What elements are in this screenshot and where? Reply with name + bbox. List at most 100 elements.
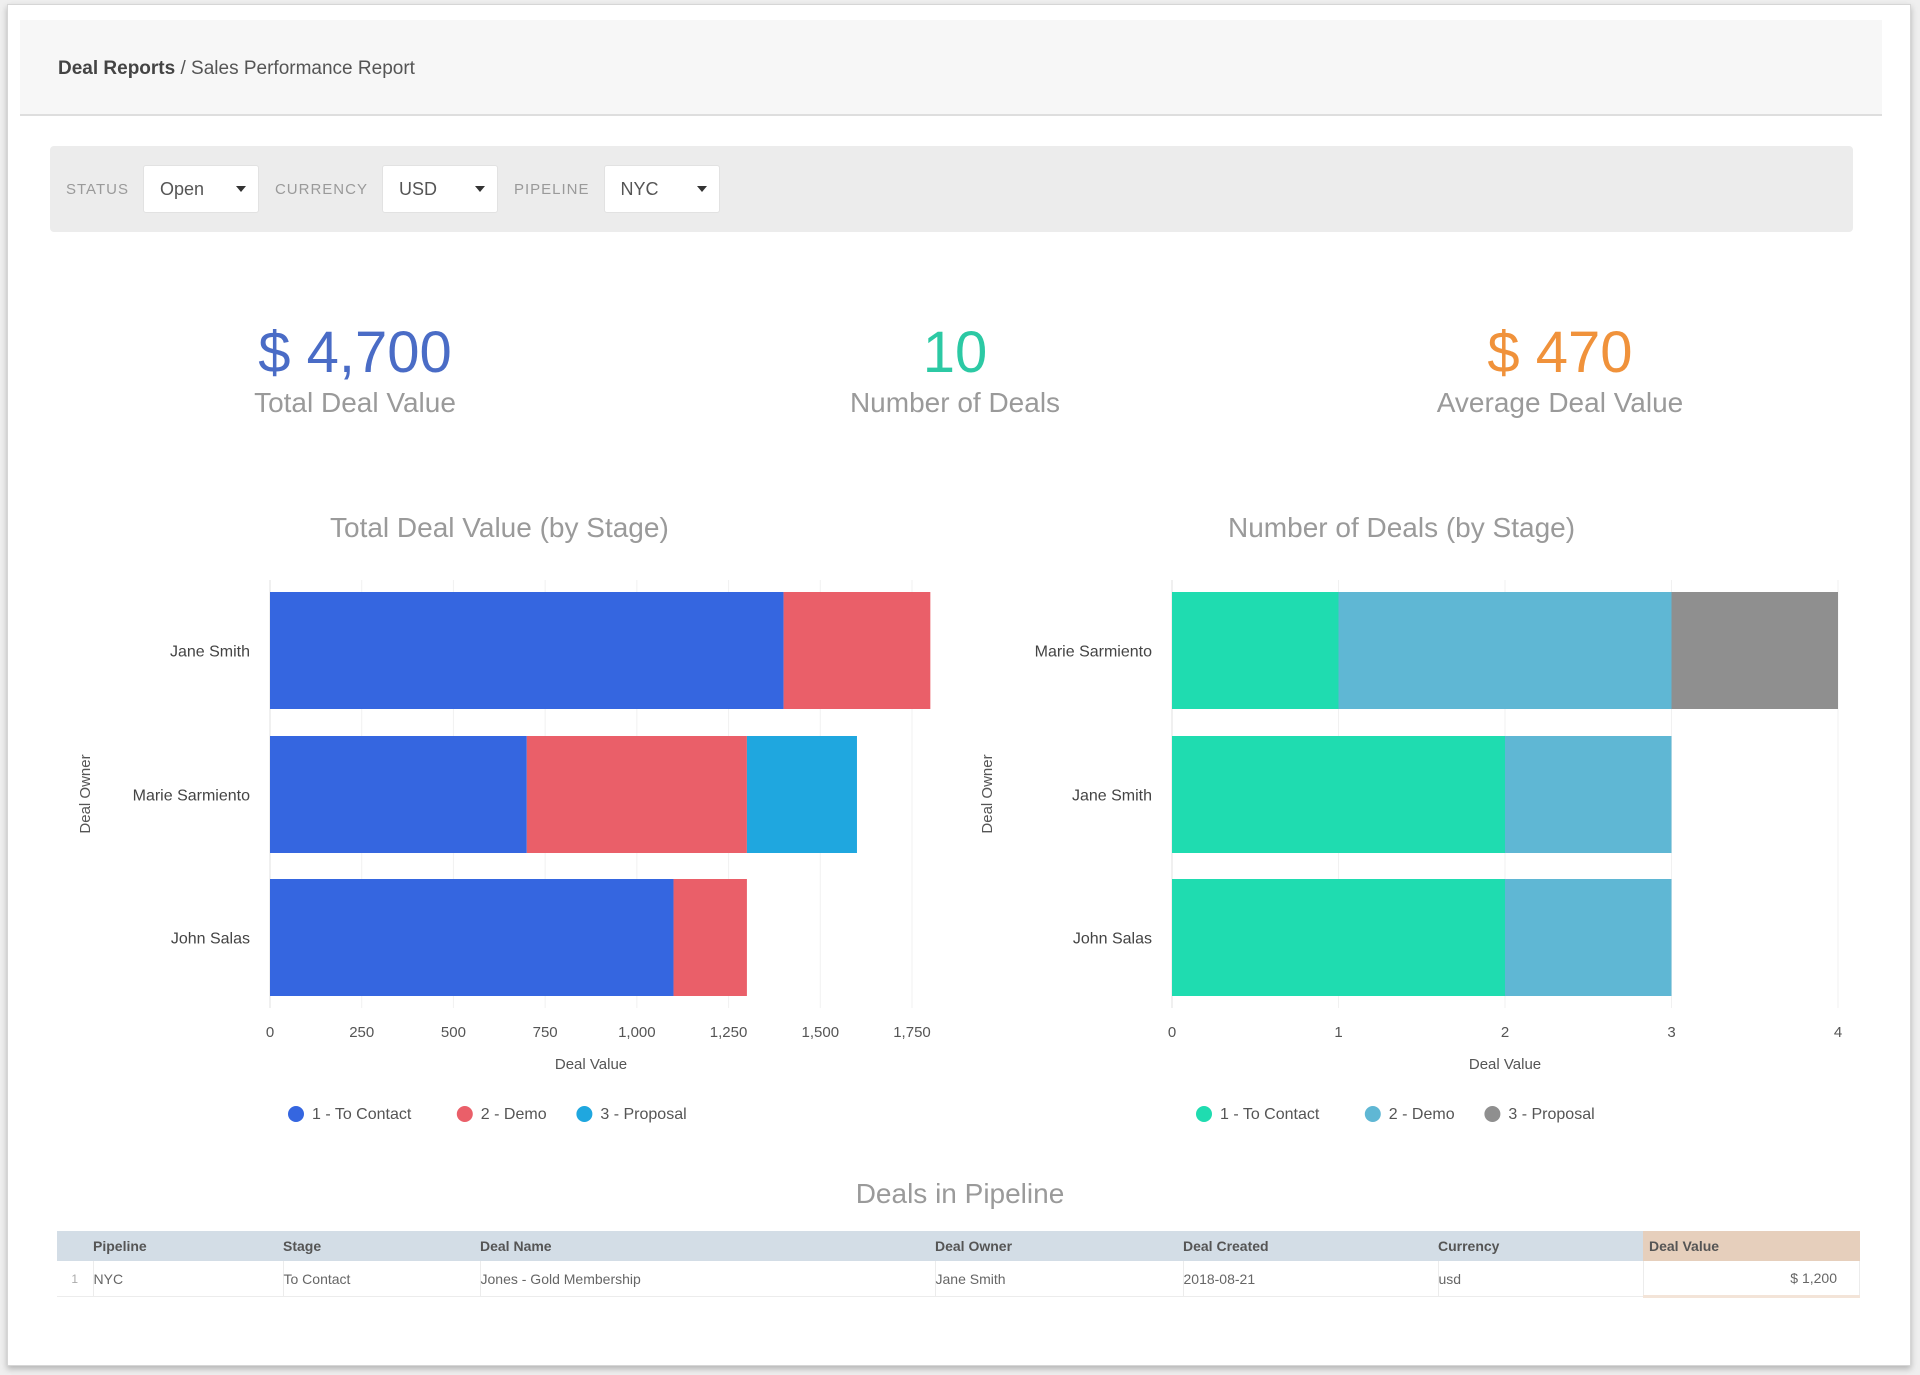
y-tick-label: Jane Smith: [1072, 788, 1152, 805]
breadcrumb: Deal Reports / Sales Performance Report: [58, 58, 415, 80]
kpi-value: $ 470: [1487, 320, 1633, 385]
kpi-value: 10: [922, 320, 988, 385]
deal-count-chart: 0 1 2 3 4 Marie Sarmiento Jane Smith John Salas…: [979, 580, 1842, 1123]
x-tick-label: 2: [1501, 1024, 1509, 1041]
status-select-value: Open: [159, 178, 204, 199]
kpi-label: Number of Deals: [849, 387, 1061, 418]
x-tick-label: 1,500: [802, 1024, 840, 1041]
pipeline-select-value: NYC: [620, 178, 659, 199]
x-tick-label: 1,750: [893, 1024, 931, 1041]
y-tick-label: John Salas: [1073, 931, 1152, 948]
x-tick-label: 750: [533, 1024, 558, 1041]
x-tick-label: 4: [1834, 1024, 1842, 1041]
row-index-header: [57, 1231, 93, 1261]
column-header-deal-owner[interactable]: Deal Owner: [935, 1231, 1183, 1261]
kpi-label: Total Deal Value: [254, 387, 456, 418]
bar-segment: [783, 592, 931, 709]
column-header-currency[interactable]: Currency: [1438, 1231, 1643, 1261]
deal-value-chart: 0 250 500 750 1,000 1,250 1,500 1,750 Jane Smith…: [77, 580, 931, 1123]
kpi-number-of-deals: 10 Number of Deals: [755, 320, 1155, 420]
table-row[interactable]: 1 NYC To Contact Jones - Gold Membership…: [57, 1261, 1860, 1298]
legend-label: 2 - Demo: [1389, 1106, 1455, 1123]
cell-deal-name: Jones - Gold Membership: [480, 1261, 936, 1297]
legend-marker: [1364, 1106, 1381, 1122]
breadcrumb-root-link[interactable]: Deal Reports: [58, 58, 176, 79]
y-tick-label: Marie Sarmiento: [1035, 644, 1152, 661]
status-filter-label: STATUS: [66, 180, 129, 198]
row-index: 1: [57, 1261, 94, 1297]
x-axis-label: Deal Value: [1469, 1056, 1541, 1073]
kpi-average-deal-value: $ 470 Average Deal Value: [1360, 320, 1760, 420]
bar-segment: [1505, 879, 1672, 996]
legend-label: 2 - Demo: [481, 1106, 547, 1123]
page-header: Deal Reports / Sales Performance Report: [20, 20, 1882, 116]
x-tick-label: 1,000: [618, 1024, 656, 1041]
bar-segment: [270, 736, 527, 853]
legend-marker: [456, 1106, 473, 1122]
column-header-deal-value[interactable]: Deal Value: [1643, 1231, 1860, 1261]
kpi-label: Average Deal Value: [1436, 387, 1684, 418]
pipeline-filter-label: PIPELINE: [513, 180, 590, 198]
bar-segment: [1172, 879, 1505, 996]
x-tick-label: 3: [1667, 1024, 1675, 1041]
column-header-pipeline[interactable]: Pipeline: [93, 1231, 283, 1261]
x-axis-label: Deal Value: [555, 1056, 627, 1073]
currency-filter-label: CURRENCY: [274, 180, 368, 198]
bar-segment: [270, 879, 674, 996]
x-tick-label: 1: [1334, 1024, 1342, 1041]
bar-segment: [526, 736, 747, 853]
caret-down-icon: [235, 186, 246, 192]
bar-segment: [1172, 736, 1505, 853]
cell-stage: To Contact: [283, 1261, 481, 1297]
chart-title-number-of-deals: Number of Deals (by Stage): [1228, 512, 1576, 543]
bar-segment: [1338, 592, 1672, 709]
bar-segment: [1671, 592, 1838, 709]
bar-segment: [270, 592, 784, 709]
kpi-total-deal-value: $ 4,700 Total Deal Value: [155, 320, 555, 420]
y-tick-label: Jane Smith: [170, 644, 250, 661]
column-header-deal-name[interactable]: Deal Name: [480, 1231, 935, 1261]
table-header-row: Pipeline Stage Deal Name Deal Owner Deal…: [57, 1231, 1860, 1261]
legend-marker: [576, 1106, 593, 1122]
column-header-deal-created[interactable]: Deal Created: [1183, 1231, 1438, 1261]
x-tick-label: 0: [1168, 1024, 1176, 1041]
legend-marker: [1196, 1106, 1212, 1122]
cell-deal-owner: Jane Smith: [935, 1261, 1184, 1297]
chart-title-deal-value: Total Deal Value (by Stage): [330, 512, 669, 543]
caret-down-icon: [696, 186, 707, 192]
currency-select-value: USD: [398, 178, 437, 199]
kpi-value: $ 4,700: [258, 320, 452, 385]
bar-segment: [673, 879, 747, 996]
cell-deal-value: $ 1,200: [1643, 1261, 1860, 1298]
column-header-stage[interactable]: Stage: [283, 1231, 480, 1261]
cell-deal-created: 2018-08-21: [1183, 1261, 1439, 1297]
table-title: Deals in Pipeline: [855, 1178, 1065, 1209]
y-axis-label: Deal Owner: [77, 754, 94, 833]
deals-table: Pipeline Stage Deal Name Deal Owner Deal…: [57, 1231, 1860, 1298]
y-axis-label: Deal Owner: [979, 754, 996, 833]
legend-marker: [1484, 1106, 1501, 1122]
cell-pipeline: NYC: [93, 1261, 284, 1297]
cell-currency: usd: [1438, 1261, 1644, 1297]
x-tick-label: 0: [266, 1024, 274, 1041]
filter-bar: STATUS Open CURRENCY USD PIPELINE NYC: [50, 146, 1853, 232]
status-select[interactable]: Open: [142, 165, 259, 213]
bar-segment: [746, 736, 857, 853]
y-tick-label: John Salas: [171, 931, 250, 948]
legend-label: 1 - To Contact: [1220, 1106, 1320, 1123]
bar-segment: [1172, 592, 1339, 709]
breadcrumb-current: Sales Performance Report: [191, 58, 415, 79]
currency-select[interactable]: USD: [381, 165, 498, 213]
x-tick-label: 500: [441, 1024, 466, 1041]
y-tick-label: Marie Sarmiento: [133, 788, 250, 805]
legend-marker: [288, 1106, 304, 1122]
legend-label: 1 - To Contact: [312, 1106, 412, 1123]
x-tick-label: 1,250: [710, 1024, 748, 1041]
x-tick-label: 250: [349, 1024, 374, 1041]
caret-down-icon: [474, 186, 485, 192]
legend-label: 3 - Proposal: [600, 1106, 686, 1123]
breadcrumb-separator: /: [175, 58, 192, 79]
bar-segment: [1505, 736, 1672, 853]
legend-label: 3 - Proposal: [1508, 1106, 1594, 1123]
pipeline-select[interactable]: NYC: [603, 165, 720, 213]
